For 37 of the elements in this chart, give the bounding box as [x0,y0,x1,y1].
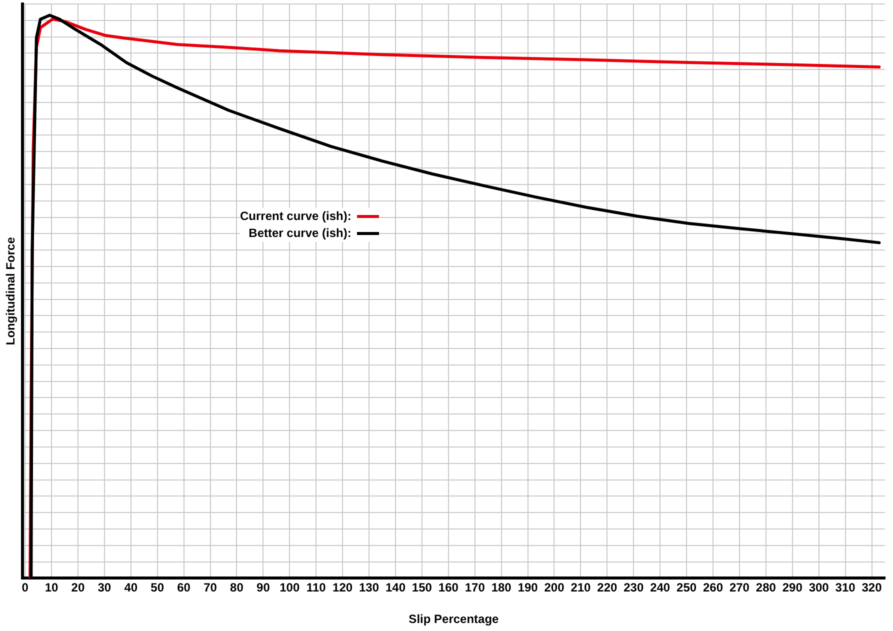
x-tick-label: 240 [650,580,670,595]
x-tick-label: 0 [22,580,29,595]
x-tick-label: 270 [729,580,750,595]
x-tick-label: 10 [44,580,58,595]
x-tick-label: 60 [177,580,191,595]
x-tick-label: 130 [359,580,380,595]
x-tick-label: 50 [150,580,164,595]
x-tick-label: 200 [544,580,565,595]
x-tick-label: 100 [280,580,300,595]
x-tick-label: 310 [835,580,856,595]
legend-label: Better curve (ish): [248,225,352,242]
x-tick-label: 30 [98,580,112,595]
x-tick-label: 90 [256,580,270,595]
x-tick-label: 40 [124,580,138,595]
x-tick-label: 140 [385,580,406,595]
x-tick-label: 220 [597,580,618,595]
x-axis-title: Slip Percentage [408,612,500,626]
x-tick-label: 260 [702,580,724,595]
x-tick-label: 320 [862,580,882,595]
x-tick-label: 230 [624,580,644,595]
x-tick-label: 80 [230,580,244,595]
x-tick-label: 250 [676,580,697,595]
x-tick-label: 180 [491,580,512,595]
x-tick-label: 280 [756,580,776,595]
x-tick-label: 210 [570,580,592,595]
x-tick-label: 160 [438,580,459,595]
x-tick-label: 150 [412,580,432,595]
y-axis-title: Longitudinal Force [4,236,18,346]
x-tick-label: 170 [464,580,486,595]
x-tick-label: 120 [332,580,353,595]
x-tick-label: 20 [71,580,85,595]
x-tick-label: 70 [204,580,218,595]
x-tick-label: 300 [808,580,830,595]
x-tick-label: 110 [306,580,326,595]
x-tick-label: 190 [518,580,538,595]
x-tick-label: 290 [782,580,803,595]
legend-label: Current curve (ish): [240,208,352,225]
